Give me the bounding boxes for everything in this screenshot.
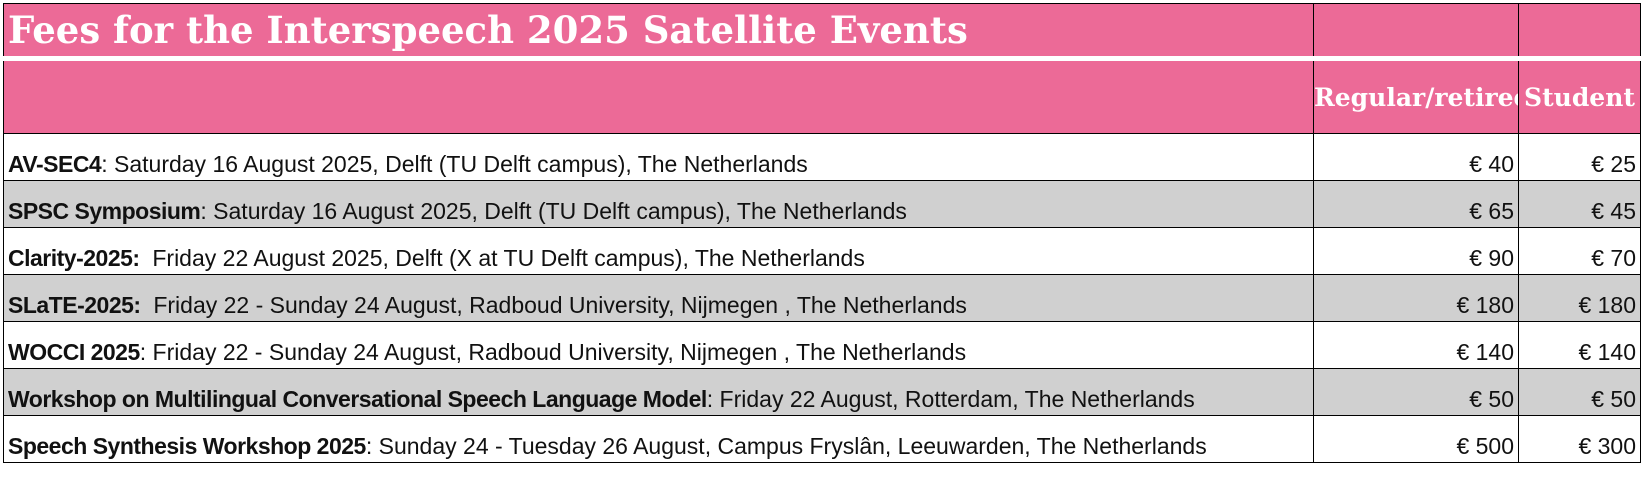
- header-row: Regular/retiree Student: [3, 58, 1641, 134]
- title-blank-cell: [1518, 3, 1641, 61]
- event-cell: AV-SEC4: Saturday 16 August 2025, Delft …: [3, 133, 1314, 181]
- event-cell: SPSC Symposium: Saturday 16 August 2025,…: [3, 180, 1314, 228]
- fee-regular: € 140: [1313, 321, 1519, 369]
- event-cell: Speech Synthesis Workshop 2025: Sunday 2…: [3, 415, 1314, 463]
- event-name: Speech Synthesis Workshop 2025: [8, 433, 366, 459]
- title-row: Fees for the Interspeech 2025 Satellite …: [3, 3, 1641, 61]
- table-row: WOCCI 2025: Friday 22 - Sunday 24 August…: [3, 321, 1641, 369]
- table-row: AV-SEC4: Saturday 16 August 2025, Delft …: [3, 133, 1641, 181]
- fee-student: € 70: [1518, 227, 1641, 275]
- event-cell: WOCCI 2025: Friday 22 - Sunday 24 August…: [3, 321, 1314, 369]
- event-details: : Saturday 16 August 2025, Delft (TU Del…: [200, 198, 907, 224]
- event-name: SLaTE-2025:: [8, 292, 141, 318]
- fee-regular: € 50: [1313, 368, 1519, 416]
- fee-student: € 140: [1518, 321, 1641, 369]
- table-row: Clarity-2025: Friday 22 August 2025, Del…: [3, 227, 1641, 275]
- event-cell: Clarity-2025: Friday 22 August 2025, Del…: [3, 227, 1314, 275]
- event-name: Clarity-2025:: [8, 245, 140, 271]
- fee-student: € 45: [1518, 180, 1641, 228]
- fee-regular: € 40: [1313, 133, 1519, 181]
- event-details: : Saturday 16 August 2025, Delft (TU Del…: [101, 151, 808, 177]
- event-details: : Sunday 24 - Tuesday 26 August, Campus …: [365, 433, 1207, 459]
- fee-student: € 50: [1518, 368, 1641, 416]
- event-details: : Friday 22 August, Rotterdam, The Nethe…: [706, 386, 1195, 412]
- fee-student: € 25: [1518, 133, 1641, 181]
- event-details: Friday 22 - Sunday 24 August, Radboud Un…: [140, 292, 967, 318]
- fees-table: Fees for the Interspeech 2025 Satellite …: [3, 3, 1641, 463]
- event-cell: SLaTE-2025: Friday 22 - Sunday 24 August…: [3, 274, 1314, 322]
- table-row: Speech Synthesis Workshop 2025: Sunday 2…: [3, 415, 1641, 463]
- column-header-student: Student: [1518, 58, 1641, 134]
- event-details: : Friday 22 - Sunday 24 August, Radboud …: [139, 339, 967, 365]
- fee-regular: € 65: [1313, 180, 1519, 228]
- fee-regular: € 180: [1313, 274, 1519, 322]
- page-title: Fees for the Interspeech 2025 Satellite …: [3, 3, 1314, 61]
- event-name: WOCCI 2025: [8, 339, 140, 365]
- table-row: SLaTE-2025: Friday 22 - Sunday 24 August…: [3, 274, 1641, 322]
- event-name: SPSC Symposium: [8, 198, 201, 224]
- fee-student: € 180: [1518, 274, 1641, 322]
- table-row: SPSC Symposium: Saturday 16 August 2025,…: [3, 180, 1641, 228]
- title-blank-cell: [1313, 3, 1519, 61]
- event-details: Friday 22 August 2025, Delft (X at TU De…: [139, 245, 865, 271]
- table-row: Workshop on Multilingual Conversational …: [3, 368, 1641, 416]
- event-cell: Workshop on Multilingual Conversational …: [3, 368, 1314, 416]
- header-blank-cell: [3, 58, 1314, 134]
- fee-regular: € 90: [1313, 227, 1519, 275]
- column-header-regular: Regular/retiree: [1313, 58, 1519, 134]
- event-name: Workshop on Multilingual Conversational …: [8, 386, 707, 412]
- event-name: AV-SEC4: [8, 151, 102, 177]
- fee-regular: € 500: [1313, 415, 1519, 463]
- fee-student: € 300: [1518, 415, 1641, 463]
